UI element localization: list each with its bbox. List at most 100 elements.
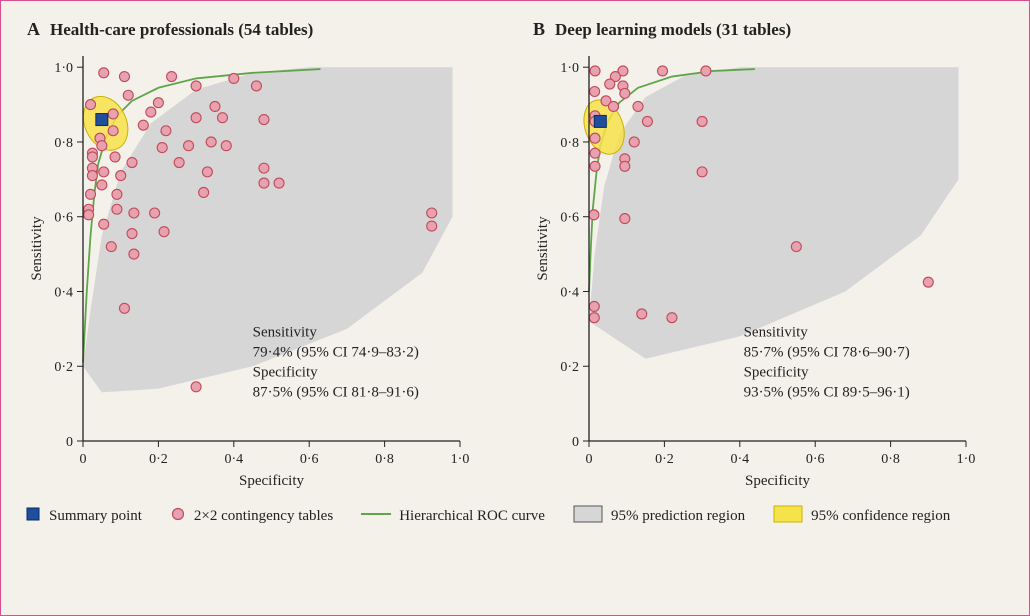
y-tick-label: 0·8 (560, 136, 579, 151)
summary-point-icon (25, 506, 41, 527)
x-tick-label: 1·0 (451, 452, 470, 467)
legend-prediction-label: 95% prediction region (611, 508, 745, 525)
data-point (667, 313, 677, 323)
annotation-line: Specificity (253, 364, 318, 380)
roc-line-icon (361, 506, 391, 527)
x-tick-label: 0·2 (655, 452, 674, 467)
data-point (116, 171, 126, 181)
data-point (658, 66, 668, 76)
data-point (112, 204, 122, 214)
data-point (99, 68, 109, 78)
data-point (206, 137, 216, 147)
y-tick-label: 0·4 (54, 285, 73, 300)
legend-roc: Hierarchical ROC curve (361, 506, 545, 527)
annotation-line: 93·5% (95% CI 89·5–96·1) (744, 384, 910, 400)
summary-point (96, 114, 108, 126)
data-point (605, 79, 615, 89)
data-point (923, 277, 933, 287)
y-axis-label: Sensitivity (29, 216, 45, 281)
y-tick-label: 0 (572, 435, 579, 450)
x-tick-label: 0·4 (730, 452, 749, 467)
data-point (86, 189, 96, 199)
legend-summary: Summary point (25, 506, 142, 527)
panel-a-title-text: Health-care professionals (54 tables) (50, 20, 313, 39)
data-point (251, 81, 261, 91)
y-tick-label: 0·8 (54, 136, 73, 151)
panel-b-title: B Deep learning models (31 tables) (533, 19, 1005, 40)
data-point (150, 208, 160, 218)
legend-confidence: 95% confidence region (773, 505, 950, 528)
x-tick-label: 0·6 (300, 452, 319, 467)
data-point (620, 88, 630, 98)
data-point (701, 66, 711, 76)
data-point (637, 309, 647, 319)
annotation-line: Specificity (744, 364, 809, 380)
data-point (620, 161, 630, 171)
data-point (99, 219, 109, 229)
legend-contingency: 2×2 contingency tables (170, 506, 333, 527)
y-axis-label: Sensitivity (535, 216, 551, 281)
legend-summary-label: Summary point (49, 508, 142, 525)
data-point (199, 187, 209, 197)
data-point (167, 72, 177, 82)
prediction-region-icon (573, 505, 603, 528)
panel-b-letter: B (533, 19, 545, 39)
data-point (97, 180, 107, 190)
data-point (108, 109, 118, 119)
data-point (87, 171, 97, 181)
data-point (274, 178, 284, 188)
panels-row: A Health-care professionals (54 tables) 0… (25, 19, 1005, 493)
data-point (129, 208, 139, 218)
data-point (161, 126, 171, 136)
figure-frame: A Health-care professionals (54 tables) 0… (0, 0, 1030, 616)
data-point (184, 141, 194, 151)
data-point (138, 120, 148, 130)
data-point (127, 229, 137, 239)
data-point (191, 382, 201, 392)
data-point (202, 167, 212, 177)
data-point (590, 87, 600, 97)
data-point (119, 72, 129, 82)
x-axis-label: Specificity (745, 473, 810, 489)
summary-point (594, 115, 606, 127)
data-point (221, 141, 231, 151)
legend-roc-label: Hierarchical ROC curve (399, 508, 545, 525)
data-point (589, 301, 599, 311)
data-point (106, 242, 116, 252)
data-point (633, 101, 643, 111)
panel-b: B Deep learning models (31 tables) 0 0·2 0·… (531, 19, 1005, 493)
data-point (229, 73, 239, 83)
x-tick-label: 0·2 (149, 452, 168, 467)
x-tick-label: 0 (586, 452, 593, 467)
data-point (620, 214, 630, 224)
data-point (590, 161, 600, 171)
legend-prediction: 95% prediction region (573, 505, 745, 528)
confidence-region-icon (773, 505, 803, 528)
data-point (157, 143, 167, 153)
panel-b-title-text: Deep learning models (31 tables) (555, 20, 791, 39)
annotation-line: 79·4% (95% CI 74·9–83·2) (253, 344, 419, 360)
data-point (110, 152, 120, 162)
y-tick-label: 0 (66, 435, 73, 450)
annotation-line: 87·5% (95% CI 81·8–91·6) (253, 384, 419, 400)
data-point (86, 100, 96, 110)
data-point (191, 81, 201, 91)
data-point (153, 98, 163, 108)
data-point (259, 115, 269, 125)
data-point (112, 189, 122, 199)
x-tick-label: 0 (80, 452, 87, 467)
panel-a-title: A Health-care professionals (54 tables) (27, 19, 499, 40)
data-point (146, 107, 156, 117)
contingency-point-icon (170, 506, 186, 527)
data-point (97, 141, 107, 151)
y-tick-label: 0·2 (54, 360, 73, 375)
data-point (697, 167, 707, 177)
x-tick-label: 0·8 (881, 452, 900, 467)
panel-a-svg: 00·20·40·60·81·000·20·40·60·81·0Specific… (25, 48, 470, 493)
data-point (629, 137, 639, 147)
data-point (589, 210, 599, 220)
x-tick-label: 0·4 (224, 452, 243, 467)
panel-b-plot: 00·20·40·60·81·000·20·40·60·81·0Specific… (531, 48, 976, 493)
data-point (589, 313, 599, 323)
panel-a-letter: A (27, 19, 40, 39)
